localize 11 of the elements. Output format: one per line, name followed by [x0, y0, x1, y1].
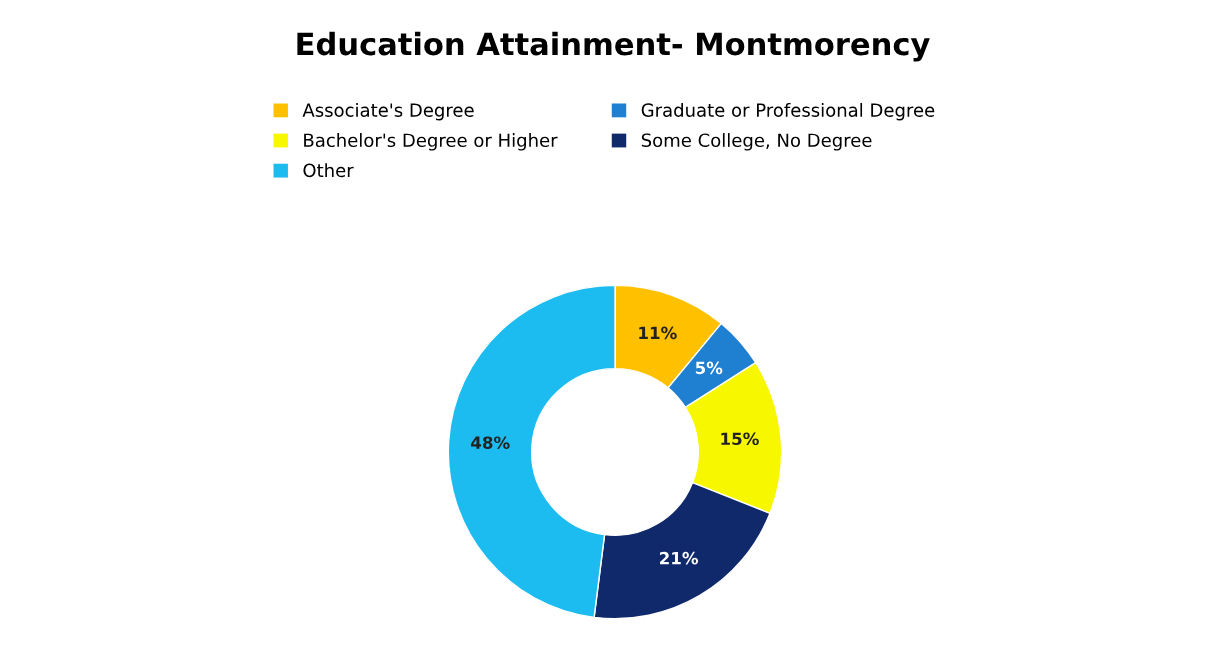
data-label: 5% — [695, 361, 723, 375]
legend-label: Graduate or Professional Degree — [641, 102, 935, 121]
legend-label: Bachelor's Degree or Higher — [304, 133, 558, 151]
legend-label: Other — [303, 163, 354, 178]
data-label: 11% — [639, 326, 677, 340]
data-label: 48% — [471, 436, 510, 449]
data-label: 15% — [721, 432, 759, 446]
legend-label: Some College, No Degree — [641, 133, 872, 151]
chart-title: Education Attainment- Montmorency — [297, 31, 930, 62]
data-label: 21% — [660, 551, 699, 565]
legend-label: Associate's Degree — [302, 102, 474, 121]
